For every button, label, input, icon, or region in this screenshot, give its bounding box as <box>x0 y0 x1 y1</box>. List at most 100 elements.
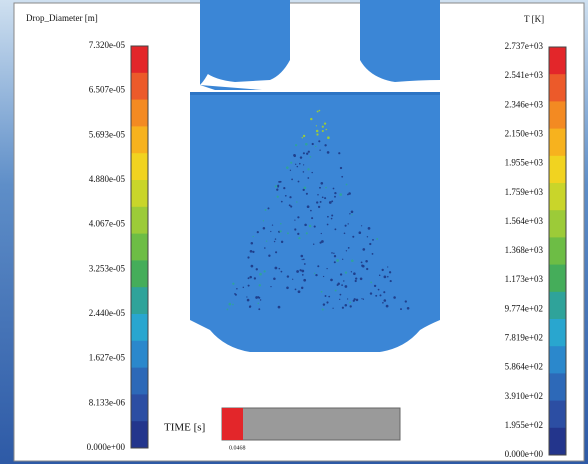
droplet <box>334 195 336 198</box>
droplet <box>352 235 355 238</box>
color-band <box>131 233 148 261</box>
droplet <box>256 230 259 234</box>
colorbar-label: 6.507e-05 <box>89 85 126 95</box>
droplet <box>322 275 325 278</box>
droplet <box>326 223 329 226</box>
droplet <box>271 224 274 226</box>
droplet <box>265 240 268 242</box>
droplet <box>258 308 261 311</box>
droplet <box>383 275 387 279</box>
droplet <box>326 267 328 270</box>
droplet <box>301 274 304 276</box>
color-band <box>549 74 566 102</box>
colorbar-label: 1.955e+03 <box>505 158 544 168</box>
droplet <box>305 232 308 235</box>
droplet <box>273 240 276 243</box>
droplet <box>351 259 354 263</box>
droplet <box>331 200 334 203</box>
droplet <box>305 142 308 146</box>
droplet <box>303 164 305 166</box>
droplet <box>264 208 267 211</box>
droplet <box>288 204 291 207</box>
time-track <box>221 407 401 441</box>
droplet <box>274 238 277 240</box>
droplet <box>378 274 381 276</box>
colorbar-label: 1.564e+03 <box>505 216 544 226</box>
droplet <box>321 129 324 133</box>
color-band <box>549 47 566 75</box>
droplet <box>366 267 369 271</box>
droplet <box>353 272 356 275</box>
droplet <box>313 225 316 228</box>
droplet <box>312 243 315 245</box>
droplet <box>255 296 258 299</box>
color-band <box>131 394 148 422</box>
droplet <box>303 278 307 282</box>
color-band <box>549 183 566 211</box>
colorbar-label: 3.253e-05 <box>89 263 126 273</box>
droplet <box>280 270 283 273</box>
colorbar-label: 2.737e+03 <box>505 41 544 51</box>
droplet <box>306 205 310 209</box>
droplet <box>283 186 286 190</box>
droplet <box>330 217 333 220</box>
color-band <box>131 287 148 315</box>
droplet <box>361 298 363 300</box>
droplet <box>258 284 261 287</box>
droplet <box>277 185 280 188</box>
droplet <box>350 210 354 214</box>
droplet <box>345 250 348 252</box>
droplet <box>302 171 305 173</box>
droplet <box>267 207 270 210</box>
droplet <box>276 195 279 198</box>
droplet <box>315 125 317 127</box>
colorbar-label: 2.440e-05 <box>89 308 126 318</box>
droplet <box>381 268 384 272</box>
droplet <box>377 288 380 291</box>
droplet <box>298 236 301 240</box>
droplet <box>249 305 252 308</box>
droplet <box>242 286 245 289</box>
droplet <box>316 110 319 113</box>
droplet <box>297 180 300 183</box>
droplet <box>339 298 341 301</box>
colorbar-frame <box>130 45 149 449</box>
droplet <box>387 275 389 278</box>
color-band <box>549 237 566 266</box>
droplet <box>286 275 290 278</box>
droplets <box>226 109 410 311</box>
colorbar-label: 3.910e+02 <box>505 391 543 401</box>
droplet <box>226 308 229 311</box>
droplet <box>328 201 332 204</box>
droplet <box>344 224 347 227</box>
droplet <box>349 301 352 304</box>
droplet <box>246 298 250 302</box>
droplet <box>316 133 319 136</box>
droplet <box>278 180 281 183</box>
colorbar-label: 4.067e-05 <box>89 219 126 229</box>
left-legend-title: Drop_Diameter [m] <box>26 13 98 23</box>
right-legend-title: T [K] <box>524 14 544 24</box>
color-band <box>131 72 148 101</box>
colorbar-label: 8.133e-06 <box>89 397 126 407</box>
droplet <box>307 150 310 153</box>
colorbar-label: 0.000e+00 <box>87 442 126 452</box>
colorbar-label: 1.368e+03 <box>505 245 544 255</box>
colorbar-label: 7.819e+02 <box>505 332 543 342</box>
droplet <box>347 223 349 225</box>
droplet <box>341 175 344 178</box>
droplet <box>253 277 257 280</box>
droplet <box>321 125 324 128</box>
droplet <box>228 302 232 306</box>
color-band <box>131 421 148 449</box>
droplet <box>348 192 351 195</box>
droplet <box>360 225 363 227</box>
colorbar-label: 2.541e+03 <box>505 70 544 80</box>
color-band <box>549 373 566 402</box>
droplet <box>309 155 312 158</box>
droplet <box>346 298 349 300</box>
droplet <box>257 296 260 299</box>
droplet <box>311 217 314 220</box>
droplet <box>306 152 309 155</box>
droplet <box>270 230 272 233</box>
